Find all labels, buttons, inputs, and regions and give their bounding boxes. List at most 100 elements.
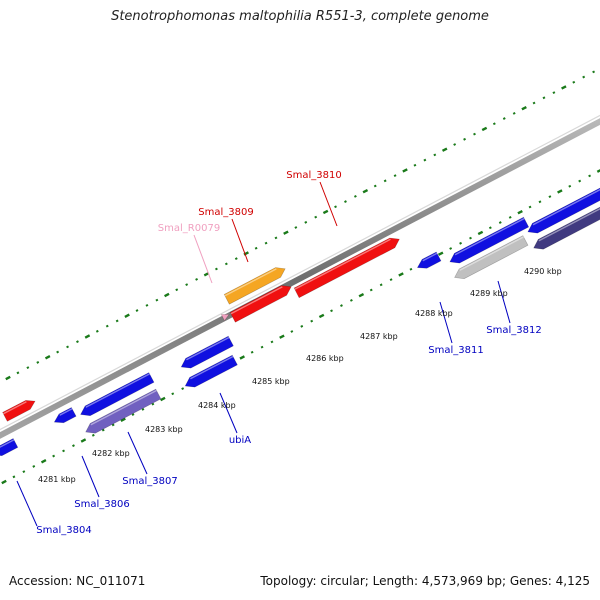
tick-mark [254,246,258,250]
tick-mark [224,262,228,266]
gene-label[interactable]: Smal_3806 [74,499,129,510]
tick-mark [250,350,254,354]
tick-mark [459,241,463,245]
callout-line [219,392,238,434]
gene-label[interactable]: Smal_3807 [122,476,177,487]
tick-mark [164,292,170,298]
tick-mark [463,137,467,141]
tick-mark [66,345,69,349]
tick-mark [195,278,199,281]
tick-mark [40,459,47,464]
coordinate-label: 4283 kbp [145,425,183,434]
tick-mark [389,278,393,282]
callout-line [193,234,213,284]
tick-mark [279,334,285,339]
gene-highlight [454,217,525,256]
gene-arrow-g5[interactable] [85,388,162,434]
gene-highlight [190,355,234,380]
gene-arrow-g4[interactable] [80,372,155,417]
tick-mark [318,313,325,319]
gene-label[interactable]: Smal_3809 [198,207,253,218]
tick-mark [290,330,294,333]
tick-mark [548,195,552,199]
gene-features [0,187,600,457]
gene-arrow-g14[interactable] [454,235,529,280]
gene-label[interactable]: Smal_3812 [486,325,541,336]
tick-mark [437,251,444,256]
gene-arrow-g1[interactable] [2,400,36,422]
tick-mark [398,272,404,277]
gene-arrow-g16[interactable] [533,205,600,250]
gene-label[interactable]: Smal_3810 [286,170,341,181]
gene-arrow-g10[interactable] [229,285,292,323]
tick-mark [80,438,87,443]
gene-arrow-g3[interactable] [53,407,77,424]
tick-mark [441,147,448,152]
tick-mark [561,85,567,90]
gene-highlight [2,401,27,415]
tick-mark [26,366,30,370]
gene-arrow-g11[interactable] [293,237,400,299]
gene-highlight [459,236,524,271]
tick-mark [260,345,264,349]
gene-label[interactable]: ubiA [229,435,251,446]
tick-mark [160,396,166,402]
gene-callouts: Smal_3810Smal_3809Smal_R0079Smal_3811Sma… [16,170,542,536]
tick-mark [449,247,453,250]
gene-label[interactable]: Smal_R0079 [158,223,220,234]
tick-mark [383,179,387,183]
tick-mark [145,303,149,307]
gene-label[interactable]: Smal_3804 [36,525,91,536]
tick-mark [124,313,130,318]
gene-arrow-g13[interactable] [449,216,530,264]
tick-mark [181,387,185,390]
tick-mark [264,241,268,245]
tick-mark [135,309,139,312]
tick-mark [362,188,369,194]
callout-line [319,181,338,227]
tick-mark [423,158,427,162]
gene-arrow-g6[interactable] [180,335,234,369]
tick-mark [44,355,51,360]
tick-mark [120,417,126,422]
gene-arrow-g2[interactable] [0,438,19,457]
tick-mark [340,304,343,307]
tick-mark [304,220,308,224]
tick-mark [111,423,115,427]
callout-line [81,455,100,498]
tick-mark [214,267,218,271]
callout-line [497,280,511,324]
tick-mark [76,340,79,344]
gene-arrow-g7[interactable] [184,354,238,388]
tick-mark [532,101,536,105]
coordinate-label: 4281 kbp [38,475,76,484]
gene-arrow-g9[interactable] [223,267,286,305]
tick-mark [56,350,60,354]
tick-mark [477,230,484,236]
coordinate-labels: 4281 kbp 4282 kbp 4283 kbp 4284 kbp 4285 kbp… [38,267,562,484]
tick-mark [557,189,563,194]
tick-mark [91,433,95,437]
gene-arrow-g15[interactable] [527,187,600,234]
gene-highlight [532,188,600,226]
gene-highlight [538,208,600,242]
tick-mark [353,194,357,198]
tick-mark [32,465,36,468]
tick-mark [568,184,572,188]
tick-mark [538,200,542,204]
tick-mark [62,449,65,453]
tick-mark [52,454,56,458]
tick-mark [344,200,347,203]
tick-mark [453,143,457,146]
tick-mark [521,105,527,111]
gene-arrow-g12[interactable] [416,251,442,269]
tick-mark [330,309,333,313]
genome-backbone [0,114,600,439]
tick-mark [300,324,304,328]
coordinate-label: 4290 kbp [524,267,562,276]
gene-arrow-g8[interactable] [220,314,230,322]
tick-mark [402,168,408,173]
tick-mark [358,292,365,298]
gene-label[interactable]: Smal_3811 [428,345,483,356]
